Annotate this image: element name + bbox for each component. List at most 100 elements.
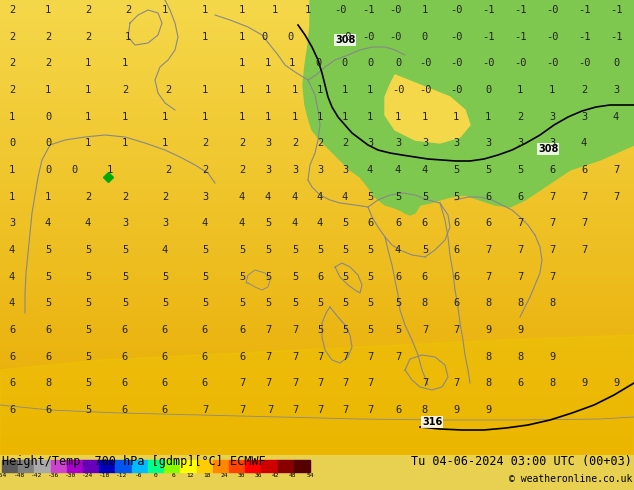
Text: 0: 0 <box>9 138 15 148</box>
Text: 6: 6 <box>422 218 428 228</box>
Text: 8: 8 <box>422 405 428 415</box>
Bar <box>132 460 148 472</box>
Text: -0: -0 <box>389 5 401 15</box>
Text: -54: -54 <box>0 473 8 478</box>
Text: 2: 2 <box>45 32 51 42</box>
Text: 4: 4 <box>239 218 245 228</box>
Text: 4: 4 <box>45 218 51 228</box>
Text: 7: 7 <box>267 405 273 415</box>
Text: 3: 3 <box>549 112 555 122</box>
Text: 7: 7 <box>485 245 491 255</box>
Text: 5: 5 <box>517 165 523 175</box>
Text: 7: 7 <box>613 192 619 202</box>
Text: 4: 4 <box>395 245 401 255</box>
Text: 3: 3 <box>613 85 619 95</box>
Text: 1: 1 <box>239 58 245 68</box>
Text: 7: 7 <box>317 405 323 415</box>
Text: 8: 8 <box>517 298 523 308</box>
Text: -1: -1 <box>514 32 526 42</box>
Text: 5: 5 <box>265 298 271 308</box>
Text: -6: -6 <box>135 473 143 478</box>
Text: 6: 6 <box>9 405 15 415</box>
Text: 6: 6 <box>485 192 491 202</box>
Text: 5: 5 <box>453 192 459 202</box>
Text: 1: 1 <box>45 5 51 15</box>
Text: 5: 5 <box>85 352 91 362</box>
Text: -0: -0 <box>418 58 431 68</box>
Text: 5: 5 <box>342 298 348 308</box>
Text: -1: -1 <box>482 5 495 15</box>
Polygon shape <box>0 335 634 455</box>
Text: -12: -12 <box>116 473 127 478</box>
Text: 6: 6 <box>9 378 15 388</box>
Bar <box>83 460 100 472</box>
Text: -0: -0 <box>418 85 431 95</box>
Text: 1: 1 <box>317 85 323 95</box>
Text: 7: 7 <box>581 218 587 228</box>
Text: -24: -24 <box>82 473 93 478</box>
Text: 6: 6 <box>453 245 459 255</box>
Text: 1: 1 <box>272 5 278 15</box>
Text: -42: -42 <box>30 473 42 478</box>
Text: 7: 7 <box>422 325 428 335</box>
Text: 5: 5 <box>85 325 91 335</box>
Text: 1: 1 <box>422 5 428 15</box>
Text: 12: 12 <box>186 473 194 478</box>
Text: 4: 4 <box>395 165 401 175</box>
Text: 2: 2 <box>239 165 245 175</box>
Text: 5: 5 <box>422 192 428 202</box>
Text: 5: 5 <box>202 272 208 282</box>
Text: 1: 1 <box>162 112 168 122</box>
Bar <box>100 460 115 472</box>
Text: 3: 3 <box>367 138 373 148</box>
Text: 7: 7 <box>549 245 555 255</box>
Text: -18: -18 <box>99 473 110 478</box>
Text: 4: 4 <box>317 218 323 228</box>
Text: 3: 3 <box>265 138 271 148</box>
Text: Tu 04-06-2024 03:00 UTC (00+03): Tu 04-06-2024 03:00 UTC (00+03) <box>411 455 632 468</box>
Text: 5: 5 <box>317 325 323 335</box>
Text: 6: 6 <box>202 352 208 362</box>
Text: 5: 5 <box>265 218 271 228</box>
Text: 2: 2 <box>581 85 587 95</box>
Text: 42: 42 <box>272 473 280 478</box>
Text: 2: 2 <box>85 192 91 202</box>
Text: 1: 1 <box>342 85 348 95</box>
Text: 2: 2 <box>292 138 298 148</box>
Text: -1: -1 <box>610 32 622 42</box>
Text: 6: 6 <box>122 378 128 388</box>
Text: 1: 1 <box>45 192 51 202</box>
Text: 2: 2 <box>122 192 128 202</box>
Text: 4: 4 <box>85 218 91 228</box>
Text: 1: 1 <box>367 112 373 122</box>
Text: 7: 7 <box>292 352 298 362</box>
Text: 1: 1 <box>395 112 401 122</box>
Text: 7: 7 <box>549 272 555 282</box>
Text: 6: 6 <box>45 352 51 362</box>
Bar <box>180 460 197 472</box>
Text: 0: 0 <box>154 473 158 478</box>
Text: 1: 1 <box>305 5 311 15</box>
Text: 2: 2 <box>9 58 15 68</box>
Text: 6: 6 <box>517 378 523 388</box>
Text: -0: -0 <box>450 32 462 42</box>
Text: 6: 6 <box>171 473 175 478</box>
Text: 7: 7 <box>485 272 491 282</box>
Text: 3: 3 <box>9 218 15 228</box>
Text: 4: 4 <box>202 218 208 228</box>
Text: 1: 1 <box>265 58 271 68</box>
Text: 5: 5 <box>395 298 401 308</box>
Text: 1: 1 <box>202 112 208 122</box>
Text: 1: 1 <box>367 85 373 95</box>
Text: 4: 4 <box>9 245 15 255</box>
Text: 8: 8 <box>422 298 428 308</box>
Text: 5: 5 <box>85 298 91 308</box>
Text: 6: 6 <box>239 325 245 335</box>
Text: 1: 1 <box>45 85 51 95</box>
Text: 9: 9 <box>613 378 619 388</box>
Text: 5: 5 <box>367 245 373 255</box>
Text: 5: 5 <box>342 245 348 255</box>
Text: 7: 7 <box>292 405 298 415</box>
Text: 3: 3 <box>517 138 523 148</box>
Text: -0: -0 <box>389 32 401 42</box>
